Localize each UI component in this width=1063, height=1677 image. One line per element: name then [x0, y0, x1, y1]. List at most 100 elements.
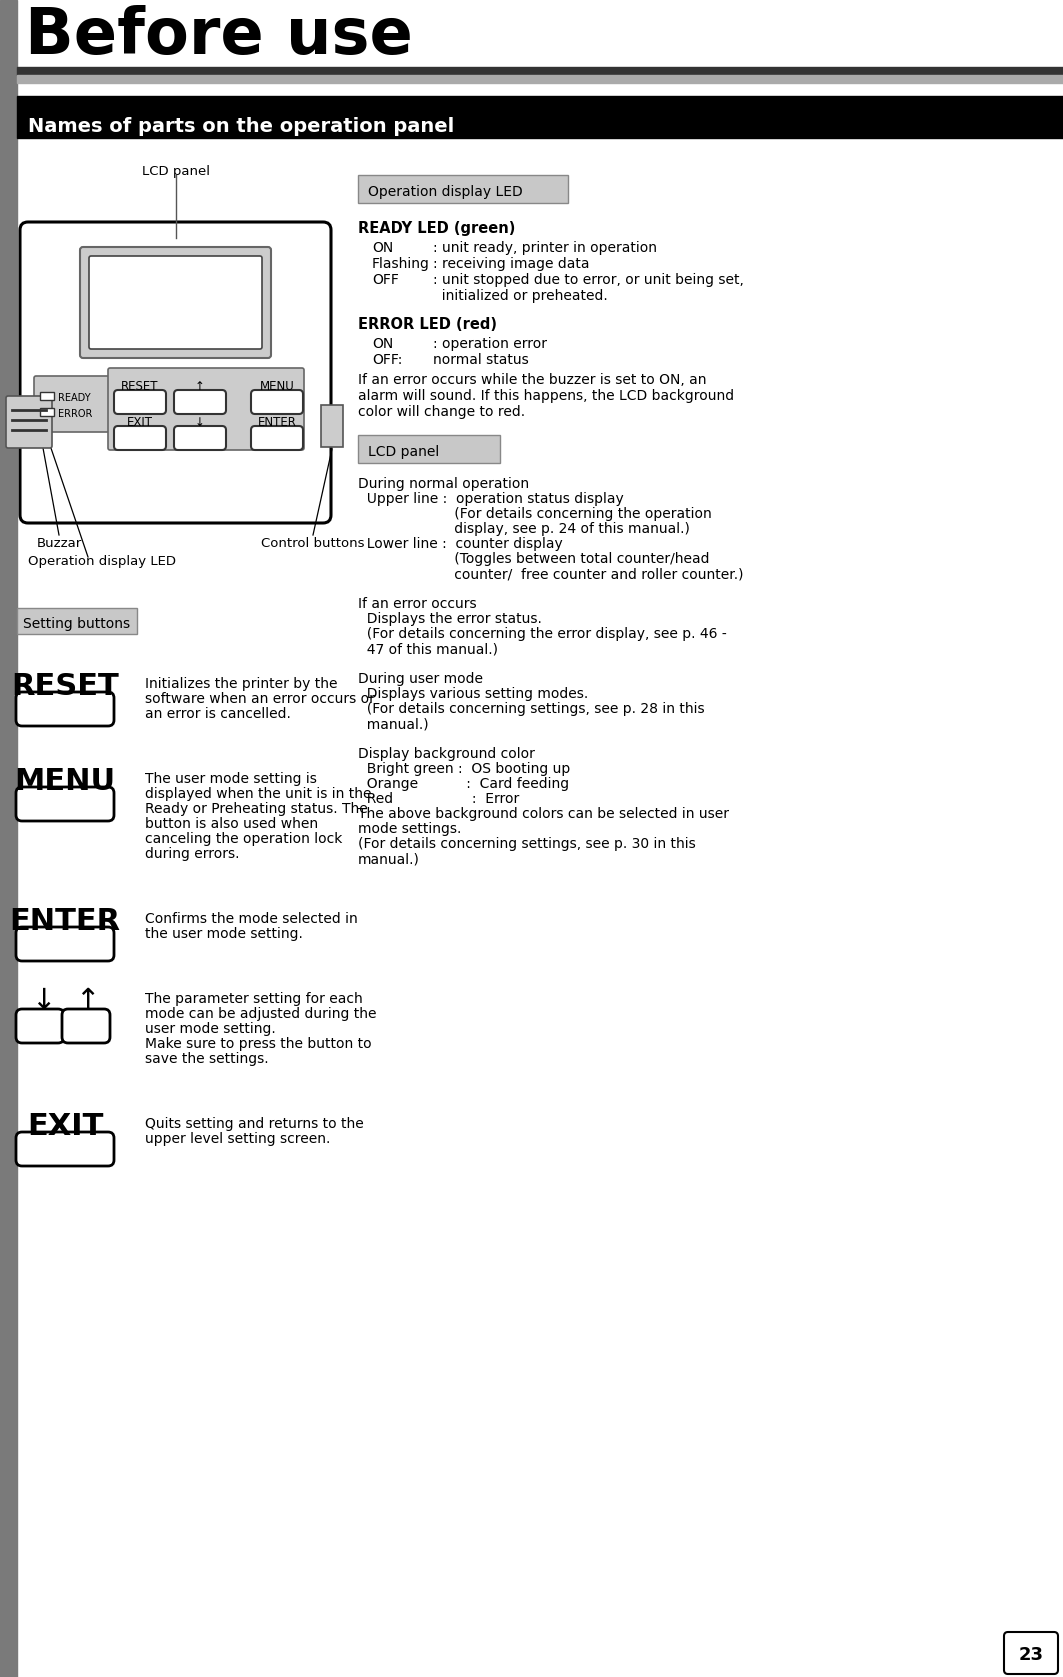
Text: Before use: Before use [26, 5, 412, 67]
Text: LCD panel: LCD panel [368, 444, 439, 459]
Text: Control buttons: Control buttons [261, 537, 365, 550]
Text: MENU: MENU [15, 766, 116, 797]
Text: : unit stopped due to error, or unit being set,: : unit stopped due to error, or unit bei… [433, 273, 744, 287]
FancyBboxPatch shape [16, 927, 114, 961]
Text: ↑: ↑ [196, 381, 205, 392]
Text: Confirms the mode selected in: Confirms the mode selected in [145, 912, 358, 926]
FancyBboxPatch shape [251, 391, 303, 414]
Text: OFF:: OFF: [372, 352, 403, 367]
Text: Flashing: Flashing [372, 257, 429, 272]
Text: manual.): manual.) [358, 718, 428, 731]
FancyBboxPatch shape [174, 391, 226, 414]
Text: If an error occurs while the buzzer is set to ON, an: If an error occurs while the buzzer is s… [358, 372, 707, 387]
Text: (For details concerning the error display, see p. 46 -: (For details concerning the error displa… [358, 627, 727, 641]
Text: ↑: ↑ [74, 988, 99, 1015]
Text: Initializes the printer by the: Initializes the printer by the [145, 678, 337, 691]
FancyBboxPatch shape [1003, 1632, 1058, 1674]
Bar [40, 392, 54, 401]
FancyBboxPatch shape [174, 426, 226, 449]
Text: Operation display LED: Operation display LED [28, 555, 176, 569]
Text: (For details concerning the operation: (For details concerning the operation [358, 506, 712, 522]
Bar [358, 434, 500, 463]
Text: color will change to red.: color will change to red. [358, 406, 525, 419]
Bar [40, 408, 54, 416]
Text: (For details concerning settings, see p. 30 in this: (For details concerning settings, see p.… [358, 837, 696, 850]
Text: EXIT: EXIT [126, 416, 153, 429]
Text: displayed when the unit is in the: displayed when the unit is in the [145, 787, 371, 802]
Text: READY: READY [58, 392, 90, 402]
Bar [17, 609, 137, 634]
Text: upper level setting screen.: upper level setting screen. [145, 1132, 331, 1145]
Bar [17, 67, 1063, 75]
Text: normal status: normal status [433, 352, 528, 367]
Text: Ready or Preheating status. The: Ready or Preheating status. The [145, 802, 368, 817]
Text: manual.): manual.) [358, 852, 420, 865]
FancyBboxPatch shape [6, 396, 52, 448]
Text: EXIT: EXIT [27, 1112, 103, 1140]
Text: OFF: OFF [372, 273, 399, 287]
Text: Buzzar: Buzzar [36, 537, 82, 550]
FancyBboxPatch shape [16, 1010, 64, 1043]
Text: RESET: RESET [121, 381, 158, 392]
Text: The parameter setting for each: The parameter setting for each [145, 993, 362, 1006]
FancyBboxPatch shape [16, 1132, 114, 1166]
FancyBboxPatch shape [114, 426, 166, 449]
Bar [17, 75, 1063, 82]
FancyBboxPatch shape [251, 426, 303, 449]
Text: ↓: ↓ [196, 416, 205, 429]
FancyBboxPatch shape [89, 257, 261, 349]
Text: ENTER: ENTER [10, 907, 120, 936]
Text: LCD panel: LCD panel [142, 164, 210, 178]
Text: ON: ON [372, 337, 393, 350]
Text: during errors.: during errors. [145, 847, 239, 860]
Text: mode settings.: mode settings. [358, 822, 461, 837]
FancyBboxPatch shape [20, 221, 331, 523]
Text: During user mode: During user mode [358, 672, 483, 686]
Text: ERROR LED (red): ERROR LED (red) [358, 317, 497, 332]
Text: MENU: MENU [259, 381, 294, 392]
Text: counter/  free counter and roller counter.): counter/ free counter and roller counter… [358, 567, 743, 580]
FancyBboxPatch shape [16, 693, 114, 726]
Text: initialized or preheated.: initialized or preheated. [433, 288, 608, 304]
Bar [0, 0, 17, 1677]
Text: the user mode setting.: the user mode setting. [145, 927, 303, 941]
Text: Bright green :  OS booting up: Bright green : OS booting up [358, 761, 570, 776]
Text: (Toggles between total counter/head: (Toggles between total counter/head [358, 552, 709, 567]
Text: canceling the operation lock: canceling the operation lock [145, 832, 342, 845]
Bar [321, 406, 343, 448]
Text: If an error occurs: If an error occurs [358, 597, 476, 610]
FancyBboxPatch shape [62, 1010, 109, 1043]
Text: During normal operation: During normal operation [358, 476, 529, 491]
Text: software when an error occurs or: software when an error occurs or [145, 693, 375, 706]
Text: user mode setting.: user mode setting. [145, 1021, 275, 1036]
Text: save the settings.: save the settings. [145, 1051, 269, 1067]
Text: Quits setting and returns to the: Quits setting and returns to the [145, 1117, 364, 1130]
Text: Lower line :  counter display: Lower line : counter display [358, 537, 562, 552]
Text: ↓: ↓ [31, 988, 55, 1015]
Text: ENTER: ENTER [257, 416, 297, 429]
Text: : unit ready, printer in operation: : unit ready, printer in operation [433, 241, 657, 255]
Text: Setting buttons: Setting buttons [23, 617, 130, 631]
Text: Displays the error status.: Displays the error status. [358, 612, 542, 626]
Text: 23: 23 [1018, 1647, 1044, 1664]
Text: RESET: RESET [11, 672, 119, 701]
Text: display, see p. 24 of this manual.): display, see p. 24 of this manual.) [358, 522, 690, 537]
Text: Display background color: Display background color [358, 746, 535, 761]
Text: Make sure to press the button to: Make sure to press the button to [145, 1036, 372, 1051]
Text: Displays various setting modes.: Displays various setting modes. [358, 688, 588, 701]
FancyBboxPatch shape [80, 247, 271, 357]
Text: : operation error: : operation error [433, 337, 547, 350]
FancyBboxPatch shape [114, 391, 166, 414]
Text: button is also used when: button is also used when [145, 817, 318, 832]
Text: alarm will sound. If this happens, the LCD background: alarm will sound. If this happens, the L… [358, 389, 735, 402]
Text: The above background colors can be selected in user: The above background colors can be selec… [358, 807, 729, 822]
Text: Red                  :  Error: Red : Error [358, 792, 519, 807]
Text: ON: ON [372, 241, 393, 255]
Text: Operation display LED: Operation display LED [368, 184, 523, 200]
Text: READY LED (green): READY LED (green) [358, 221, 516, 236]
Text: : receiving image data: : receiving image data [433, 257, 590, 272]
Bar [17, 96, 1063, 138]
Text: ERROR: ERROR [58, 409, 92, 419]
Bar [358, 174, 568, 203]
Text: Orange           :  Card feeding: Orange : Card feeding [358, 776, 569, 792]
